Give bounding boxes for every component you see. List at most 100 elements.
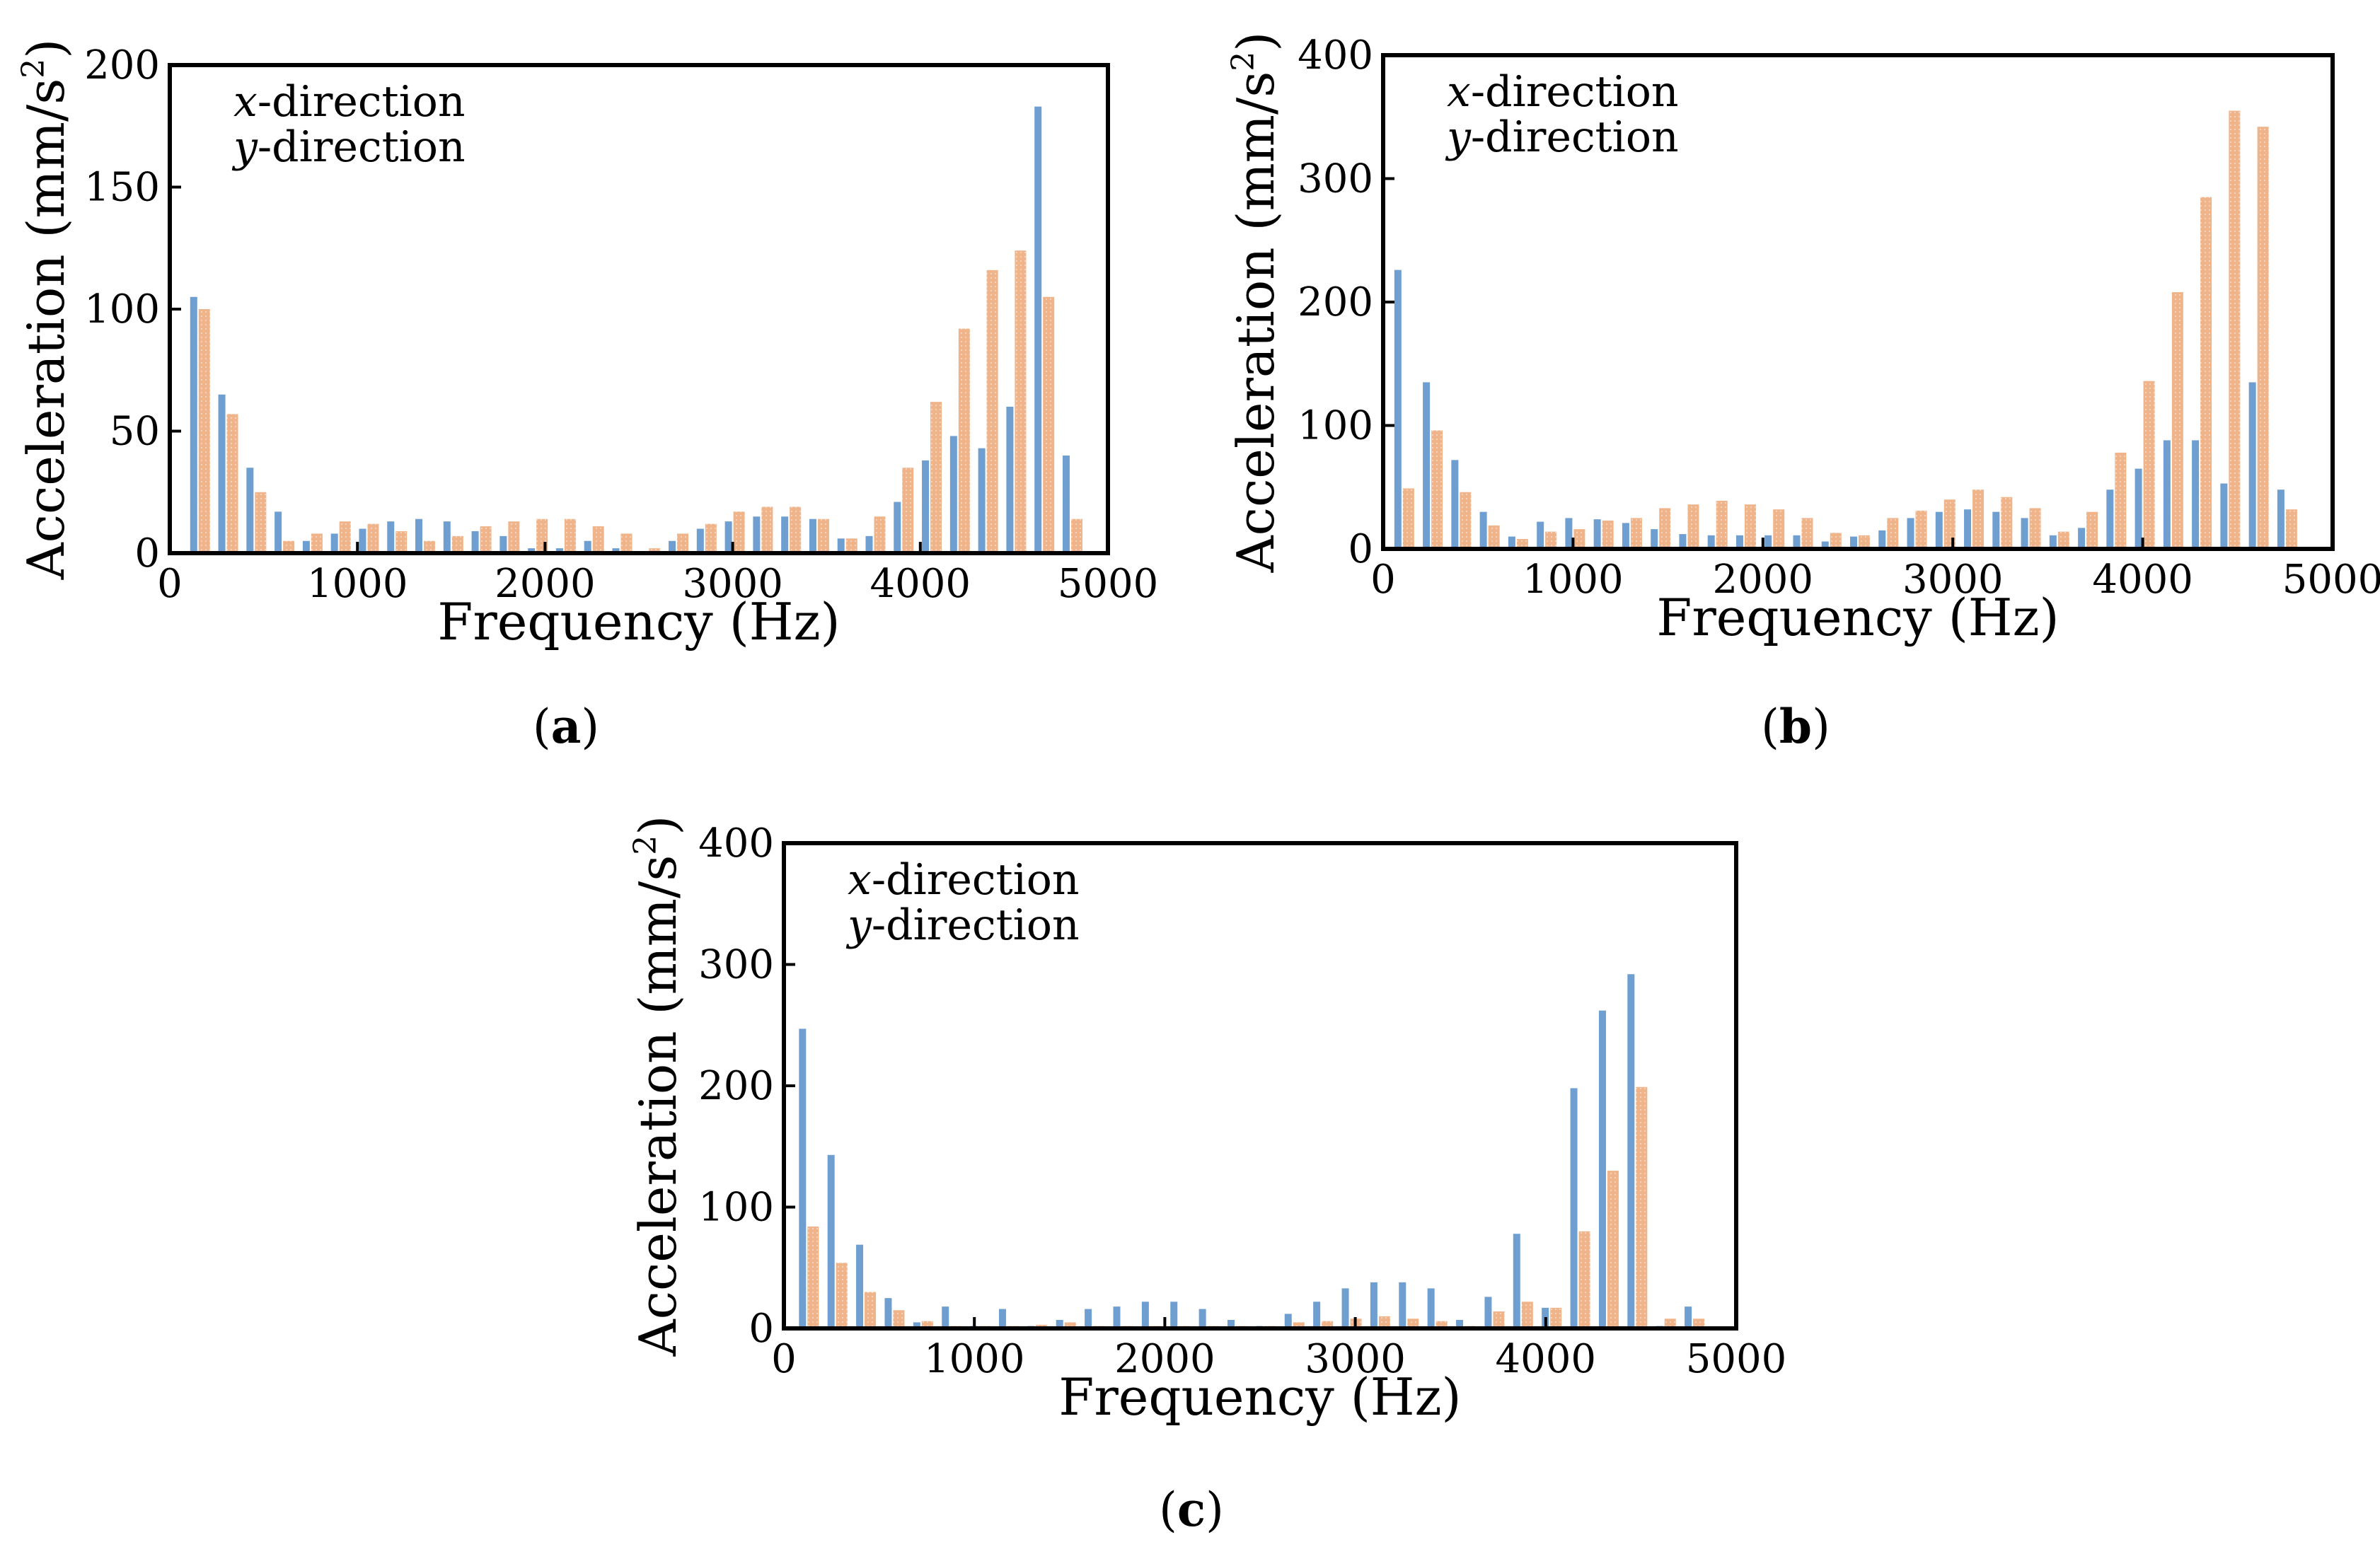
bar-x-b-19 — [1935, 511, 1943, 549]
panel-label-close: ) — [1812, 700, 1830, 754]
bar-x-c-4 — [913, 1322, 920, 1328]
bar-y-c-1 — [836, 1263, 848, 1328]
legend-suffix: -direction — [1471, 67, 1679, 117]
bar-y-a-16 — [649, 548, 661, 553]
bar-y-c-4 — [921, 1321, 933, 1328]
bar-y-b-3 — [1488, 525, 1500, 549]
bar-x-a-13 — [555, 548, 563, 553]
bar-x-a-11 — [499, 535, 507, 553]
legend-entry-x: x-direction — [1447, 67, 1679, 117]
x-tick-label: 1000 — [307, 561, 408, 607]
bar-y-b-9 — [1659, 508, 1671, 549]
bar-x-c-9 — [1056, 1319, 1063, 1328]
y-tick-label: 150 — [84, 165, 160, 211]
x-tick-label: 0 — [157, 561, 183, 607]
bar-y-c-20 — [1378, 1316, 1390, 1328]
y-tick-label: 300 — [698, 942, 774, 988]
bar-x-a-15 — [612, 548, 620, 553]
bar-x-c-21 — [1399, 1282, 1406, 1328]
bar-y-a-11 — [508, 521, 520, 553]
bar-x-c-31 — [1685, 1306, 1692, 1328]
bar-y-b-16 — [1859, 535, 1870, 549]
bar-y-a-10 — [480, 526, 492, 553]
bar-x-b-8 — [1622, 523, 1629, 549]
bar-x-b-0 — [1394, 270, 1402, 549]
y-tick-label: 100 — [1298, 403, 1373, 449]
bar-x-a-25 — [894, 502, 901, 553]
legend-entry-y: y-direction — [231, 122, 466, 172]
bar-y-b-12 — [1744, 504, 1756, 549]
x-tick-label: 0 — [771, 1336, 797, 1382]
bar-y-a-27 — [958, 328, 970, 553]
x-tick-label: 3000 — [682, 561, 783, 607]
bar-y-a-23 — [845, 538, 857, 553]
bar-x-a-30 — [1034, 106, 1042, 553]
panel-label-a: (a) — [533, 699, 599, 754]
x-axis-label: Frequency (Hz) — [437, 592, 840, 651]
bar-x-b-29 — [2220, 483, 2228, 549]
legend-entry-y: y-direction — [1445, 112, 1679, 162]
bar-x-b-27 — [2163, 440, 2171, 549]
bar-x-a-24 — [865, 535, 873, 553]
bar-x-c-3 — [884, 1298, 892, 1328]
bar-y-c-28 — [1607, 1171, 1619, 1328]
bar-y-a-29 — [1015, 250, 1027, 553]
bar-x-a-2 — [246, 468, 254, 553]
y-tick-label: 0 — [134, 531, 160, 576]
bar-y-c-26 — [1550, 1307, 1562, 1328]
bar-x-c-24 — [1484, 1297, 1492, 1328]
bar-y-b-1 — [1431, 430, 1443, 549]
bar-y-b-25 — [2115, 452, 2127, 549]
y-tick-label: 300 — [1298, 156, 1373, 202]
bar-x-b-1 — [1423, 382, 1431, 549]
bar-x-b-24 — [2078, 528, 2086, 549]
x-axis-label: Frequency (Hz) — [1656, 588, 2059, 647]
y-axis-label: Acceleration (mm/s2) — [16, 39, 76, 581]
bar-x-b-2 — [1451, 460, 1459, 549]
bar-x-a-28 — [978, 448, 986, 553]
panel-label-letter: a — [551, 699, 582, 754]
bar-x-c-28 — [1598, 1010, 1606, 1328]
bar-y-a-15 — [620, 533, 632, 553]
bar-x-a-14 — [584, 540, 591, 553]
bar-y-a-8 — [424, 540, 436, 553]
bar-y-b-11 — [1716, 500, 1728, 549]
bar-y-c-2 — [865, 1292, 877, 1328]
bar-x-c-1 — [827, 1154, 835, 1328]
bar-y-c-9 — [1064, 1322, 1076, 1328]
bar-y-b-5 — [1545, 531, 1557, 549]
bar-y-a-17 — [677, 533, 689, 553]
bar-x-a-9 — [443, 521, 451, 553]
bars-a — [190, 106, 1082, 553]
x-tick-label: 5000 — [2282, 557, 2380, 603]
bar-y-c-0 — [807, 1226, 819, 1328]
bar-x-c-11 — [1113, 1306, 1121, 1328]
bar-x-b-11 — [1707, 535, 1715, 549]
bar-x-c-19 — [1341, 1288, 1349, 1328]
bar-y-b-4 — [1516, 539, 1528, 549]
bar-y-a-2 — [255, 492, 267, 553]
panel-label-c: (c) — [1159, 1482, 1224, 1537]
y-tick-label: 200 — [1298, 279, 1373, 325]
panel-label-open: ( — [533, 700, 551, 754]
bar-x-a-20 — [753, 516, 761, 553]
bar-y-b-23 — [2057, 531, 2069, 549]
y-tick-label: 0 — [749, 1306, 774, 1352]
legend-entry-x: x-direction — [848, 855, 1080, 905]
bar-y-a-28 — [986, 270, 998, 553]
bar-y-b-17 — [1887, 518, 1899, 549]
bar-y-b-13 — [1773, 509, 1785, 549]
y-axis-label-end: ) — [628, 816, 688, 835]
bar-x-c-10 — [1085, 1309, 1092, 1328]
bar-y-b-24 — [2086, 511, 2098, 549]
bar-x-b-7 — [1593, 519, 1601, 549]
bar-y-b-30 — [2257, 127, 2269, 549]
legend-var: y — [845, 900, 872, 950]
y-tick-label: 400 — [1298, 33, 1373, 79]
bar-x-b-14 — [1793, 535, 1801, 549]
bar-x-c-7 — [998, 1309, 1006, 1328]
legend-var: x — [233, 77, 258, 127]
bar-x-b-5 — [1537, 521, 1544, 549]
